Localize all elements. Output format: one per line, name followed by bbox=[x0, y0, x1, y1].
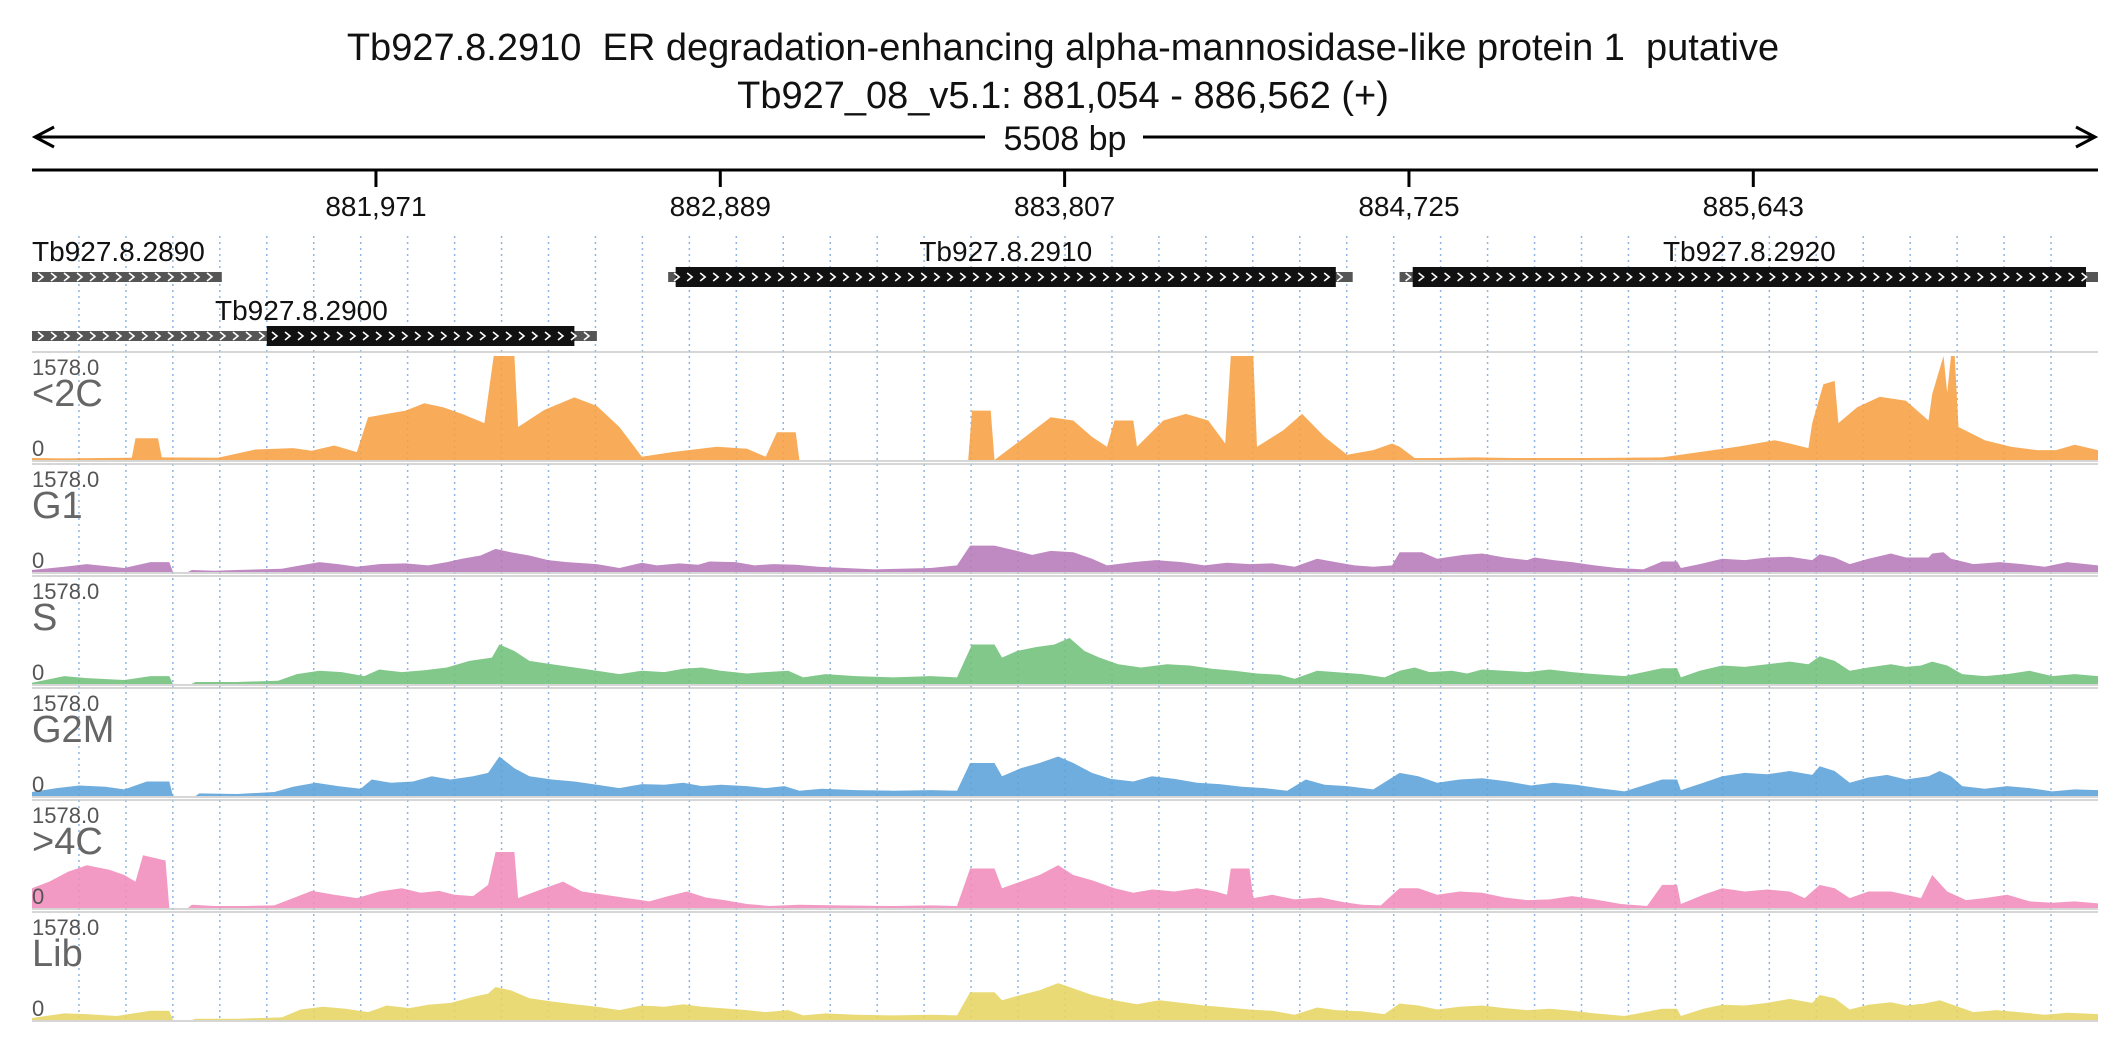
scale-arrow-right bbox=[2075, 125, 2099, 149]
scale-arrow-left bbox=[31, 125, 55, 149]
x-tick-label: 884,725 bbox=[1358, 191, 1459, 222]
track-name: Lib bbox=[32, 933, 83, 975]
y-min-label: 0 bbox=[32, 436, 44, 461]
gene-label: Tb927.8.2900 bbox=[215, 295, 388, 326]
y-min-label: 0 bbox=[32, 548, 44, 573]
coverage-area bbox=[32, 545, 2098, 572]
strand-arrows bbox=[37, 272, 214, 282]
track-name: S bbox=[32, 597, 57, 639]
x-axis: 881,971 882,889 883,807 884,725 885,643 bbox=[32, 168, 2098, 222]
coverage-area bbox=[32, 637, 2098, 684]
coverage-area bbox=[32, 852, 2098, 908]
gene-track: Tb927.8.2890 Tb927.8.2900 Tb927.8.2910 Tb92… bbox=[32, 236, 2098, 346]
strand-arrows bbox=[1405, 272, 2088, 282]
span-scale-bar: 5508 bp bbox=[31, 120, 2099, 158]
track-name: <2C bbox=[32, 373, 103, 415]
track-name: >4C bbox=[32, 821, 103, 863]
gene-utr bbox=[32, 272, 222, 282]
coverage-area bbox=[32, 356, 2098, 460]
gene-label: Tb927.8.2910 bbox=[919, 236, 1092, 267]
y-min-label: 0 bbox=[32, 884, 44, 909]
y-max-label: 1578.0 bbox=[32, 803, 99, 828]
track-2Clt: 1578.0<2C 0 bbox=[32, 351, 2098, 462]
gene-label: Tb927.8.2920 bbox=[1663, 236, 1836, 267]
x-tick-label: 883,807 bbox=[1014, 191, 1115, 222]
gene-label: Tb927.8.2890 bbox=[32, 236, 205, 267]
plot-subtitle: Tb927_08_v5.1: 881,054 - 886,562 (+) bbox=[737, 75, 1389, 117]
x-tick-label: 885,643 bbox=[1703, 191, 1804, 222]
track-S: 1578.0S 0 bbox=[32, 575, 2098, 686]
strand-arrows bbox=[673, 272, 1344, 282]
coverage-area bbox=[32, 756, 2098, 796]
gene-Tb927-8-2910: Tb927.8.2910 bbox=[668, 236, 1353, 287]
gene-Tb927-8-2900: Tb927.8.2900 bbox=[32, 295, 597, 346]
gene-Tb927-8-2890: Tb927.8.2890 bbox=[32, 236, 222, 282]
track-name: G1 bbox=[32, 485, 83, 527]
x-tick-label: 882,889 bbox=[670, 191, 771, 222]
strand-arrows bbox=[37, 331, 591, 341]
y-max-label: 1578.0 bbox=[32, 467, 99, 492]
gene-cds bbox=[675, 267, 1336, 287]
y-min-label: 0 bbox=[32, 996, 44, 1021]
track-G1: 1578.0G1 0 bbox=[32, 463, 2098, 574]
y-min-label: 0 bbox=[32, 772, 44, 797]
y-min-label: 0 bbox=[32, 660, 44, 685]
y-max-label: 1578.0 bbox=[32, 579, 99, 604]
y-max-label: 1578.0 bbox=[32, 915, 99, 940]
y-max-label: 1578.0 bbox=[32, 691, 99, 716]
track-name: G2M bbox=[32, 709, 114, 751]
coverage-area bbox=[32, 983, 2098, 1020]
y-max-label: 1578.0 bbox=[32, 355, 99, 380]
plot-title: Tb927.8.2910 ER degradation-enhancing al… bbox=[346, 27, 1780, 69]
gene-Tb927-8-2920: Tb927.8.2920 bbox=[1399, 236, 2098, 287]
coverage-tracks: 1578.0<2C01578.0G101578.0S01578.0G2M0157… bbox=[32, 351, 2098, 1022]
x-tick-label: 881,971 bbox=[325, 191, 426, 222]
track-4Cgt: 1578.0>4C 0 bbox=[32, 799, 2098, 910]
grid-lines bbox=[78, 236, 2052, 1020]
span-label: 5508 bp bbox=[1004, 120, 1127, 158]
